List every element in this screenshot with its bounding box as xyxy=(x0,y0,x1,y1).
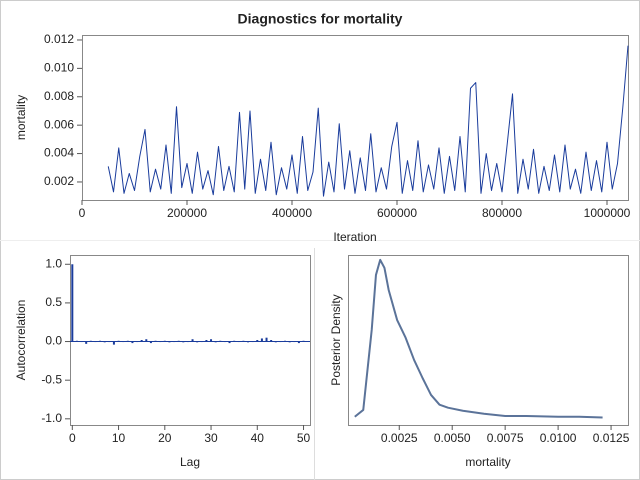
bar xyxy=(89,340,92,342)
y-tick-label: 0.010 xyxy=(44,61,74,75)
bar xyxy=(200,341,203,343)
bar xyxy=(251,341,254,343)
x-tick-label: 30 xyxy=(204,431,218,445)
bar xyxy=(131,341,134,344)
bar xyxy=(168,341,171,343)
x-tick-label: 0.0050 xyxy=(434,431,471,445)
bar xyxy=(163,340,166,342)
y-tick-label: -0.5 xyxy=(41,372,62,386)
y-axis-label: mortality xyxy=(14,95,28,140)
bar xyxy=(288,341,291,343)
bar xyxy=(177,340,180,342)
bar xyxy=(270,340,273,342)
bar xyxy=(233,340,236,342)
bar xyxy=(140,340,143,342)
y-tick-label: 0.5 xyxy=(45,295,62,309)
bar xyxy=(159,341,162,343)
x-tick-label: 0 xyxy=(69,431,76,445)
y-tick-label: 0.012 xyxy=(44,32,74,46)
x-tick-label: 400000 xyxy=(272,206,312,220)
bar xyxy=(186,341,189,343)
y-axis-label: Posterior Density xyxy=(329,294,343,385)
bar xyxy=(214,341,217,343)
bar xyxy=(205,340,208,342)
x-tick-label: 20 xyxy=(158,431,172,445)
x-tick-label: 0.0025 xyxy=(381,431,418,445)
bar xyxy=(126,340,129,342)
bar xyxy=(85,341,88,344)
x-tick-label: 800000 xyxy=(482,206,522,220)
bar xyxy=(274,341,277,343)
bar xyxy=(279,341,282,343)
x-tick-label: 600000 xyxy=(377,206,417,220)
x-axis-label: mortality xyxy=(465,455,510,469)
bar xyxy=(297,341,300,344)
x-tick-label: 0.0100 xyxy=(540,431,577,445)
bar xyxy=(228,341,231,344)
bar xyxy=(122,341,125,343)
bar xyxy=(117,340,120,342)
bar xyxy=(149,341,152,344)
bar xyxy=(75,340,78,342)
bar xyxy=(182,341,185,343)
bar xyxy=(293,341,296,343)
bar xyxy=(71,264,74,342)
y-tick-label: 1.0 xyxy=(45,256,62,270)
bar xyxy=(223,341,226,343)
bar xyxy=(173,341,176,343)
x-tick-label: 40 xyxy=(251,431,265,445)
bar xyxy=(154,340,157,342)
bar xyxy=(284,340,287,342)
data-line xyxy=(354,258,603,419)
y-tick-label: 0.002 xyxy=(44,174,74,188)
bar xyxy=(256,340,259,342)
x-tick-label: 50 xyxy=(297,431,311,445)
bar xyxy=(242,340,245,342)
y-tick-label: 0.004 xyxy=(44,146,74,160)
data-line xyxy=(107,45,629,197)
x-tick-label: 0.0125 xyxy=(593,431,630,445)
bar xyxy=(196,341,199,343)
x-axis-label: Lag xyxy=(180,455,200,469)
x-tick-label: 0.0075 xyxy=(487,431,524,445)
bar xyxy=(247,341,250,343)
bar xyxy=(136,341,139,343)
bar xyxy=(302,340,305,342)
bar xyxy=(80,341,83,343)
bar xyxy=(108,341,111,343)
chart-title: Diagnostics for mortality xyxy=(238,11,403,27)
bar xyxy=(99,340,102,342)
plot-frame xyxy=(82,35,629,201)
bar xyxy=(219,340,222,342)
bar xyxy=(145,339,148,342)
bar xyxy=(112,341,115,345)
plot-frame xyxy=(348,255,629,426)
x-axis-label: Iteration xyxy=(333,230,376,244)
bar xyxy=(103,341,106,343)
x-tick-label: 1000000 xyxy=(584,206,631,220)
y-tick-label: 0.0 xyxy=(45,334,62,348)
bar xyxy=(210,339,213,342)
y-tick-label: -1.0 xyxy=(41,411,62,425)
x-tick-label: 200000 xyxy=(167,206,207,220)
bar xyxy=(260,338,263,342)
y-tick-label: 0.008 xyxy=(44,89,74,103)
x-tick-label: 10 xyxy=(112,431,126,445)
y-axis-label: Autocorrelation xyxy=(14,300,28,381)
bar xyxy=(191,339,194,342)
bar xyxy=(265,337,268,342)
bar xyxy=(94,341,97,343)
bar xyxy=(237,341,240,343)
y-tick-label: 0.006 xyxy=(44,117,74,131)
x-tick-label: 0 xyxy=(79,206,86,220)
plot-frame xyxy=(70,255,311,426)
